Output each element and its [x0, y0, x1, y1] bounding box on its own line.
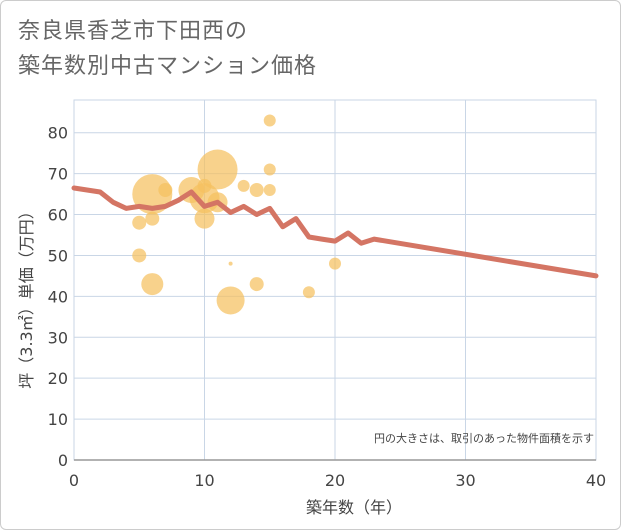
x-tick-label: 20 [325, 471, 345, 490]
chart-title: 奈良県香芝市下田西の 築年数別中古マンション価格 [18, 14, 317, 84]
scatter-point [194, 208, 215, 229]
x-tick-label: 40 [586, 471, 606, 490]
y-tick-label: 40 [48, 287, 68, 306]
scatter-point [302, 286, 315, 299]
x-tick-label: 10 [194, 471, 214, 490]
scatter-point [216, 286, 245, 315]
y-tick-label: 60 [48, 206, 68, 225]
scatter-point [197, 149, 238, 190]
x-tick-label: 0 [69, 471, 79, 490]
scatter-point [132, 248, 147, 263]
scatter-point [228, 261, 233, 266]
y-axis-label: 坪（3.3㎡）単価（万円） [17, 203, 36, 388]
y-tick-label: 20 [48, 369, 68, 388]
scatter-point [263, 163, 276, 176]
scatter-point [237, 179, 250, 192]
scatter-point [145, 211, 160, 226]
scatter-point [263, 184, 276, 196]
y-tick-label: 70 [48, 165, 68, 184]
scatter-point [249, 277, 264, 292]
average-price-line [71, 185, 599, 279]
scatter-point [141, 273, 164, 296]
x-tick-label: 30 [455, 471, 475, 490]
y-tick-label: 0 [58, 451, 68, 470]
scatter-point [249, 183, 264, 197]
y-tick-label: 50 [48, 246, 68, 265]
y-tick-label: 30 [48, 328, 68, 347]
y-tick-label: 10 [48, 410, 68, 429]
scatter-point [329, 257, 341, 270]
scatter-point [263, 114, 276, 127]
chart-title-line-1: 奈良県香芝市下田西の [18, 19, 249, 44]
axes: 0 10 20 30 40 0 10 20 30 40 50 60 70 80 [48, 124, 607, 490]
chart-title-line-2: 築年数別中古マンション価格 [18, 54, 318, 79]
y-tick-label: 80 [48, 124, 68, 143]
bubble-size-note: 円の大きさは、取引のあった物件面積を示す [374, 431, 594, 445]
x-axis-label: 築年数（年） [306, 498, 402, 517]
scatter-point [132, 215, 147, 230]
scatter-point [158, 183, 173, 197]
average-line-series [71, 185, 599, 279]
